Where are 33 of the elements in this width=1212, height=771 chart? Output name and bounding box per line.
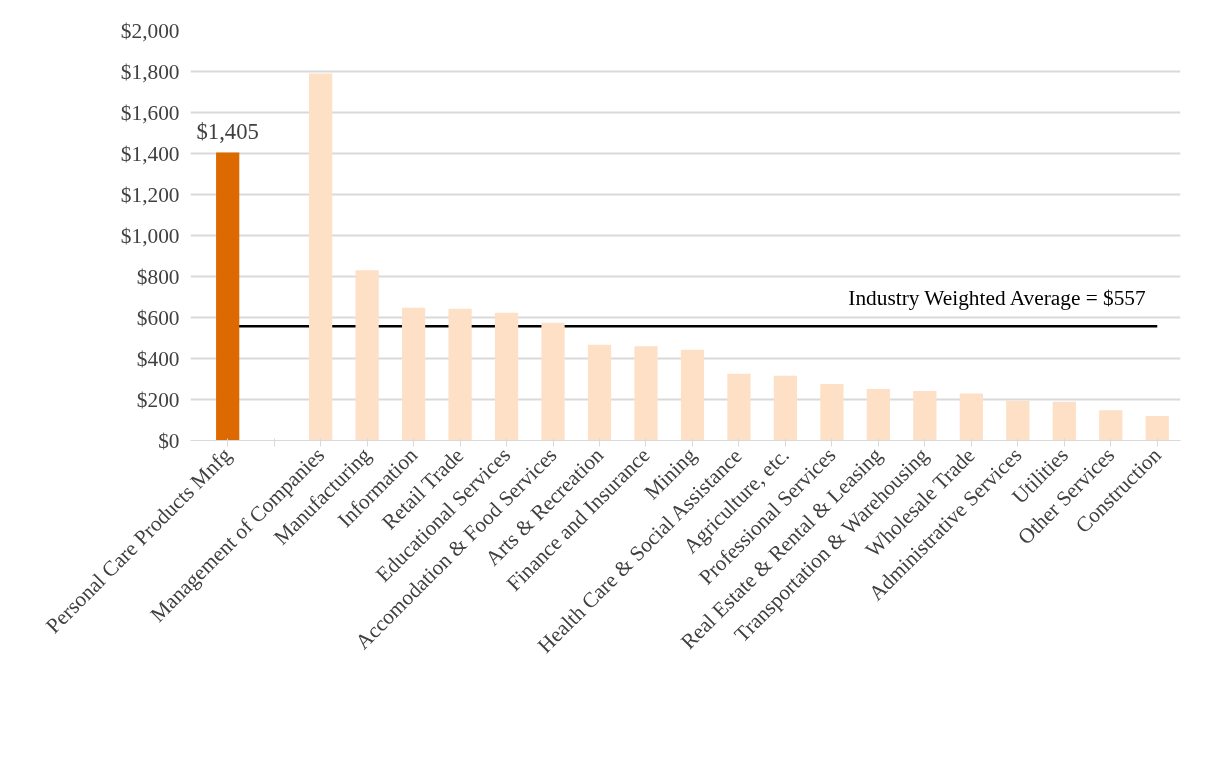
bar [309,73,333,441]
bar [680,349,705,441]
y-tick-label: $0 [158,428,180,453]
bar [1052,401,1076,441]
y-tick-label: $1,000 [120,223,180,248]
bar [355,270,379,441]
bar [820,383,844,441]
bar [448,308,472,441]
bar [541,322,565,441]
bar [773,375,798,441]
bar [494,312,519,441]
ref-line-label: Industry Weighted Average = $557 [848,286,1147,311]
y-tick-label: $400 [136,346,180,371]
bar [913,390,937,441]
y-tick-label: $600 [136,305,180,330]
bar [401,307,426,441]
bar [587,344,612,441]
bar [1006,400,1030,441]
bar [634,346,658,441]
y-tick-label: $1,800 [120,59,180,84]
bar [959,393,983,441]
bar [1145,416,1169,441]
y-tick-label: $800 [136,264,180,289]
bar [866,389,891,441]
data-label: $1,405 [196,119,259,145]
bar [1099,410,1123,441]
y-tick-label: $1,200 [120,182,180,207]
y-tick-label: $1,600 [120,100,180,125]
y-tick-label: $2,000 [120,18,180,43]
bar [727,373,751,441]
bar [216,152,240,441]
y-tick-label: $1,400 [120,141,180,166]
y-tick-label: $200 [136,387,180,412]
